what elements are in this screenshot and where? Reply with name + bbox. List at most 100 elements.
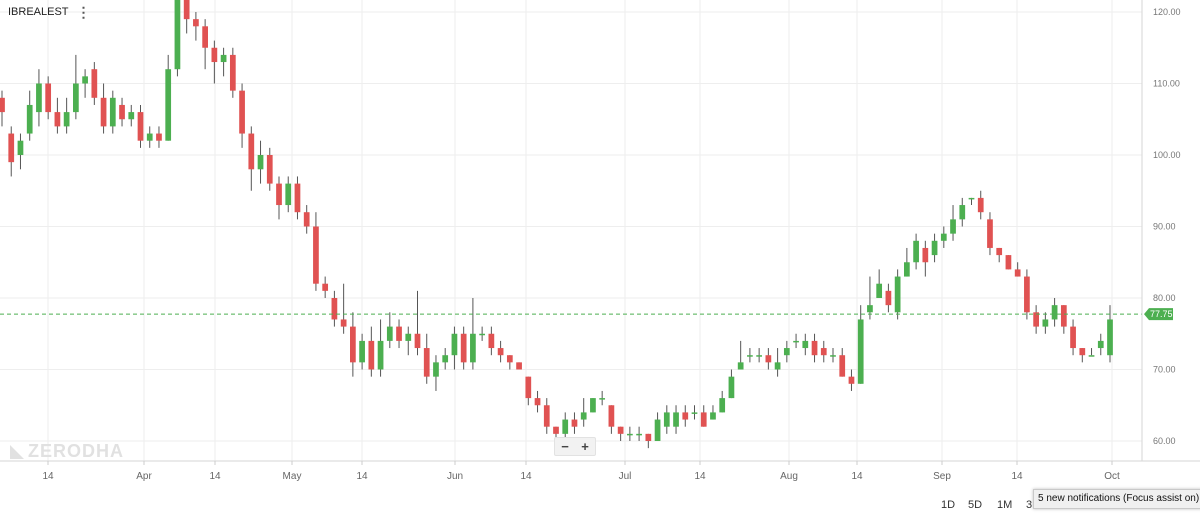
candle-body	[774, 362, 781, 370]
x-tick-label: 14	[209, 471, 221, 482]
candle-body	[100, 97, 107, 127]
candle-body	[257, 155, 264, 170]
candle-body	[1014, 269, 1021, 277]
zoom-in-button[interactable]: +	[581, 439, 589, 454]
candle	[239, 83, 245, 148]
candle	[590, 398, 596, 413]
candle	[488, 326, 495, 356]
candle-body	[109, 97, 116, 127]
y-axis: 60.00 70.00 80.00 90.00 100.00 110.00 120.00	[1141, 0, 1181, 461]
candle	[1024, 269, 1030, 320]
candle-body	[857, 319, 864, 384]
candle-body	[525, 376, 532, 399]
candle	[977, 190, 984, 220]
candle-body	[793, 340, 799, 343]
candle	[1005, 255, 1012, 270]
candle-body	[26, 104, 33, 134]
candle	[1070, 319, 1076, 356]
timeframe-1d[interactable]: 1D	[941, 499, 956, 511]
candle	[359, 333, 365, 370]
candle	[350, 312, 356, 377]
candle	[63, 97, 70, 134]
candle	[174, 0, 181, 77]
candle-body	[1107, 319, 1113, 356]
x-tick-label: May	[283, 471, 302, 482]
candle-body	[1024, 276, 1030, 313]
candle-body	[322, 283, 329, 291]
candle	[91, 62, 98, 105]
candle-body	[294, 183, 301, 213]
candle-body	[442, 355, 449, 363]
candle	[229, 47, 236, 98]
notification-toast[interactable]: 5 new notifications (Focus assist on)	[1033, 489, 1200, 509]
y-tick-label: 90.00	[1153, 222, 1176, 232]
candle-body	[904, 262, 910, 277]
candle	[340, 283, 347, 334]
candle	[931, 233, 938, 263]
candle	[303, 205, 310, 234]
last-price-label: 77.75	[1150, 309, 1173, 319]
candle-body	[433, 362, 439, 377]
zoom-out-button[interactable]: −	[561, 439, 569, 454]
candle	[820, 340, 827, 363]
candlestick-chart[interactable]: 60.00 70.00 80.00 90.00 100.00 110.00 120.00 1…	[0, 0, 1200, 487]
candle-body	[765, 355, 772, 363]
candle-body	[313, 226, 319, 284]
candle	[313, 212, 319, 291]
x-tick-label: Sep	[933, 471, 951, 482]
candle	[322, 276, 329, 298]
timeframe-1m[interactable]: 1M	[997, 499, 1013, 511]
candle	[82, 69, 88, 98]
candle-body	[987, 219, 993, 248]
candle	[100, 83, 107, 134]
candle-body	[1005, 255, 1012, 270]
candle	[433, 355, 439, 391]
y-tick-label: 100.00	[1153, 150, 1181, 160]
candle	[885, 283, 892, 313]
candle-body	[719, 398, 726, 413]
x-tick-label: Jun	[447, 471, 463, 482]
candle-body	[811, 340, 818, 356]
x-tick-label: 14	[356, 471, 368, 482]
x-tick-label: 14	[1011, 471, 1023, 482]
candle-body	[276, 183, 282, 206]
candle-body	[682, 412, 689, 420]
candle-body	[248, 133, 255, 170]
candle	[470, 298, 476, 370]
candle	[294, 176, 301, 220]
candle	[710, 405, 716, 420]
candle-body	[396, 326, 402, 341]
candle	[756, 348, 762, 363]
candle	[109, 90, 116, 134]
candle	[1060, 305, 1067, 334]
candle-body	[848, 376, 855, 384]
candle-body	[239, 90, 245, 134]
zoom-control: − +	[554, 437, 596, 456]
candle-body	[229, 54, 236, 91]
candle-body	[959, 205, 966, 220]
candle-body	[737, 362, 744, 370]
candle	[36, 69, 42, 127]
candle-body	[497, 348, 504, 356]
candle	[386, 312, 393, 349]
candle	[516, 362, 522, 370]
vertical-dots-icon[interactable]: ⋮	[76, 4, 91, 20]
candle	[543, 398, 550, 434]
candle-body	[156, 133, 162, 141]
candle	[45, 76, 52, 120]
candle-body	[636, 433, 642, 436]
timeframe-5d[interactable]: 5D	[968, 499, 983, 511]
candle-body	[220, 54, 227, 63]
candle-body	[368, 340, 375, 370]
candles	[0, 0, 1113, 449]
candle-body	[645, 433, 652, 441]
candle-body	[867, 305, 873, 313]
candle-body	[266, 155, 273, 184]
candle-body	[663, 412, 670, 427]
candle	[0, 90, 5, 127]
candle-body	[534, 398, 541, 406]
candle-body	[673, 412, 679, 427]
candle-body	[599, 398, 606, 400]
candle	[904, 247, 910, 277]
candle	[783, 340, 790, 363]
